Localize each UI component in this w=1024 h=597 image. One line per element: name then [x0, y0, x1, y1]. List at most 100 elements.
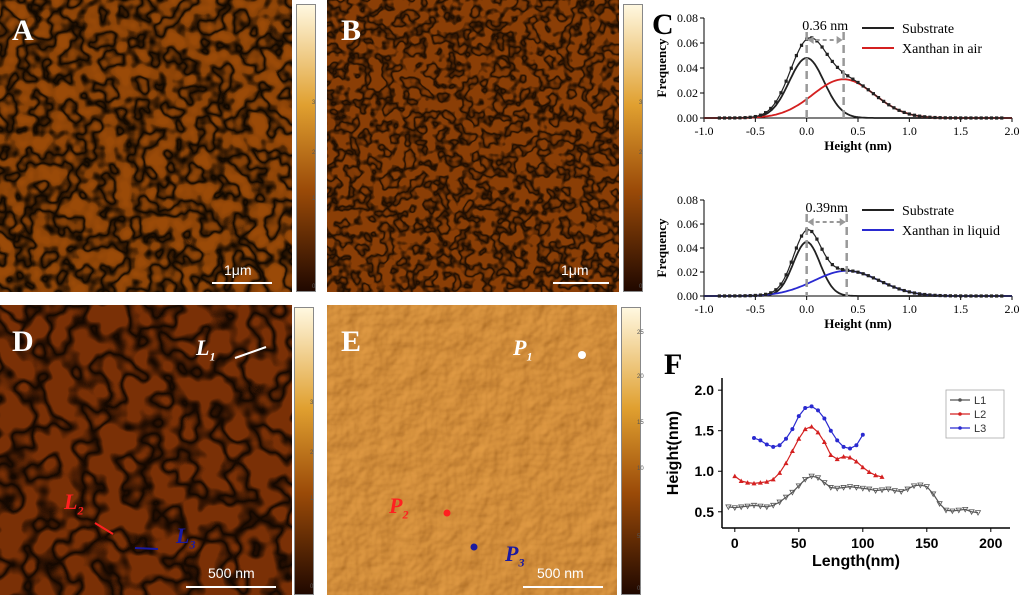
histogram-point — [799, 234, 804, 238]
histogram-point — [851, 77, 855, 81]
histogram-point — [974, 116, 978, 120]
histogram-point — [887, 103, 891, 107]
histogram-point — [764, 111, 768, 115]
data-point — [936, 501, 943, 507]
data-point — [840, 485, 847, 491]
histogram-point — [933, 115, 937, 120]
scale-bar-e — [523, 586, 603, 588]
x-tick-label: -1.0 — [695, 124, 714, 138]
y-tick-label: 0.00 — [677, 111, 698, 125]
y-tick-label: 2.0 — [695, 382, 715, 398]
legend-marker — [958, 412, 962, 416]
data-point — [885, 486, 892, 493]
histogram-point — [728, 294, 732, 298]
data-point — [789, 448, 795, 453]
histogram-point — [830, 59, 834, 64]
data-point — [853, 485, 860, 491]
y-axis-label: Height(nm) — [665, 411, 682, 495]
data-point — [784, 436, 788, 441]
histogram-point — [753, 293, 757, 298]
data-point — [866, 486, 873, 493]
panel-d: D L1 L2 L3 500 nm — [0, 305, 325, 597]
histogram-point — [979, 294, 983, 298]
x-tick-label: 0.0 — [799, 302, 814, 316]
cb-tick: 3 — [310, 400, 314, 406]
afm-image-b-svg — [327, 0, 619, 292]
data-point — [770, 502, 777, 509]
data-point — [809, 424, 815, 429]
histogram-point — [943, 116, 947, 120]
data-point — [841, 454, 847, 459]
data-point — [777, 443, 782, 448]
data-point — [962, 506, 969, 513]
data-point — [771, 444, 776, 449]
data-point — [872, 488, 879, 495]
data-point — [821, 439, 827, 445]
panel-label-e: E — [341, 325, 362, 358]
histogram-point — [897, 108, 901, 112]
series-xanthan — [704, 269, 1012, 297]
histogram-point — [876, 96, 881, 100]
y-tick-label: 0.08 — [677, 11, 698, 25]
chart-f: 0.5 1.0 1.5 2.0 0 50 100 150 200 Length(nm) Height… — [665, 378, 1010, 570]
histogram-point — [882, 99, 886, 103]
histogram-point — [959, 294, 963, 298]
histogram-point — [789, 260, 793, 264]
scale-label-b: 1μm — [561, 262, 589, 278]
data-point — [757, 503, 764, 510]
histogram-point — [974, 294, 978, 298]
cb-tick: 0 — [637, 586, 641, 592]
scale-label-d: 500 nm — [208, 565, 255, 581]
cb-tick: 0 — [639, 284, 643, 290]
afm-image-a — [0, 0, 292, 292]
y-axis-label: Frequency — [654, 218, 669, 277]
data-point — [764, 479, 770, 484]
afm-image-d — [0, 305, 292, 595]
histogram-point — [984, 116, 988, 120]
line-label-l2: L2 — [64, 489, 84, 518]
data-point — [802, 476, 809, 483]
histogram-point — [866, 88, 870, 92]
histogram-point — [948, 294, 952, 298]
histogram-point — [743, 116, 747, 120]
data-point — [802, 426, 808, 432]
data-point — [816, 408, 820, 413]
y-tick-label: 0.5 — [695, 504, 715, 520]
histogram-point — [799, 43, 804, 47]
cb-tick: 15 — [637, 420, 644, 426]
histogram-point — [923, 115, 927, 119]
data-point — [848, 446, 852, 451]
legend-marker — [958, 426, 962, 430]
data-point — [758, 438, 763, 443]
data-point — [879, 474, 885, 479]
colorbar-d — [294, 307, 314, 595]
data-point — [732, 473, 738, 479]
data-point — [846, 484, 854, 490]
panel-a: A 1μm — [0, 0, 325, 295]
histogram-point — [866, 274, 870, 278]
histogram-point — [918, 292, 922, 296]
x-tick-label: 50 — [791, 535, 807, 551]
x-tick-label: 0 — [731, 535, 739, 551]
point-p1 — [578, 351, 586, 359]
histogram-point — [758, 113, 763, 117]
histogram-point — [758, 293, 763, 297]
data-point — [752, 436, 756, 440]
x-tick-label: 0.0 — [799, 124, 814, 138]
profile-line-l1 — [234, 346, 267, 359]
series-substrate — [704, 57, 1012, 119]
histogram-point — [722, 116, 727, 120]
data-point — [942, 507, 950, 514]
point-label-p1: P1 — [513, 335, 533, 364]
series-line-l2 — [734, 425, 883, 485]
arrow-head-right — [839, 218, 846, 226]
histogram-point — [969, 116, 973, 120]
histogram-point — [959, 116, 963, 120]
x-tick-label: 1.0 — [902, 302, 917, 316]
histogram-point — [928, 115, 932, 119]
data-point — [853, 459, 859, 464]
afm-image-d-svg — [0, 305, 292, 595]
data-point — [866, 469, 872, 475]
legend-label: Xanthan in liquid — [902, 224, 1000, 239]
histogram-point — [738, 294, 742, 298]
